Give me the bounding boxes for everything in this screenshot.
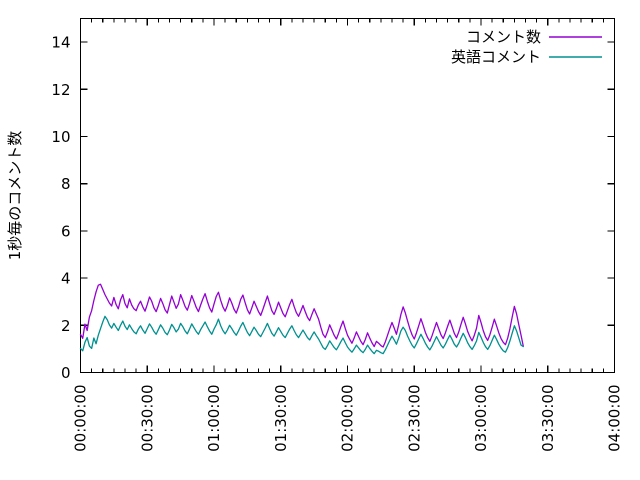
y-axis-ticks: 0 2 4 6 8 10 12 14 xyxy=(51,34,615,382)
y-tick-label: 14 xyxy=(51,34,70,52)
x-tick-label: 04:00:00 xyxy=(606,385,624,452)
x-tick-label: 02:30:00 xyxy=(405,385,423,452)
plot-frame xyxy=(79,17,616,374)
y-axis-title-text: 1秒毎のコメント数 xyxy=(6,131,24,261)
series-line-2 xyxy=(79,315,524,355)
plot-border xyxy=(79,17,616,374)
x-tick-label: 01:00:00 xyxy=(205,385,223,452)
y-tick-label: 12 xyxy=(51,81,70,99)
x-tick-label: 03:00:00 xyxy=(472,385,490,452)
y-tick-label: 2 xyxy=(61,317,71,335)
legend-label-1: コメント数 xyxy=(466,28,541,46)
y-tick-label: 6 xyxy=(61,222,71,240)
x-tick-label: 00:30:00 xyxy=(138,385,156,452)
y-tick-label: 10 xyxy=(51,128,70,146)
legend-label-2: 英語コメント xyxy=(451,48,541,66)
y-axis-title: 1秒毎のコメント数 xyxy=(6,131,24,261)
y-tick-label: 4 xyxy=(61,270,71,288)
y-tick-label: 8 xyxy=(61,175,71,193)
series-line-1 xyxy=(79,283,524,348)
x-tick-label: 00:00:00 xyxy=(72,385,90,452)
x-tick-label: 03:30:00 xyxy=(539,385,557,452)
x-axis-ticks: 00:00:00 00:30:00 01:00:00 01:30:00 02:00:00… xyxy=(72,18,624,452)
x-tick-label: 02:00:00 xyxy=(339,385,357,452)
x-tick-label: 01:30:00 xyxy=(272,385,290,452)
y-tick-label: 0 xyxy=(61,364,71,382)
data-series-group xyxy=(79,283,524,355)
